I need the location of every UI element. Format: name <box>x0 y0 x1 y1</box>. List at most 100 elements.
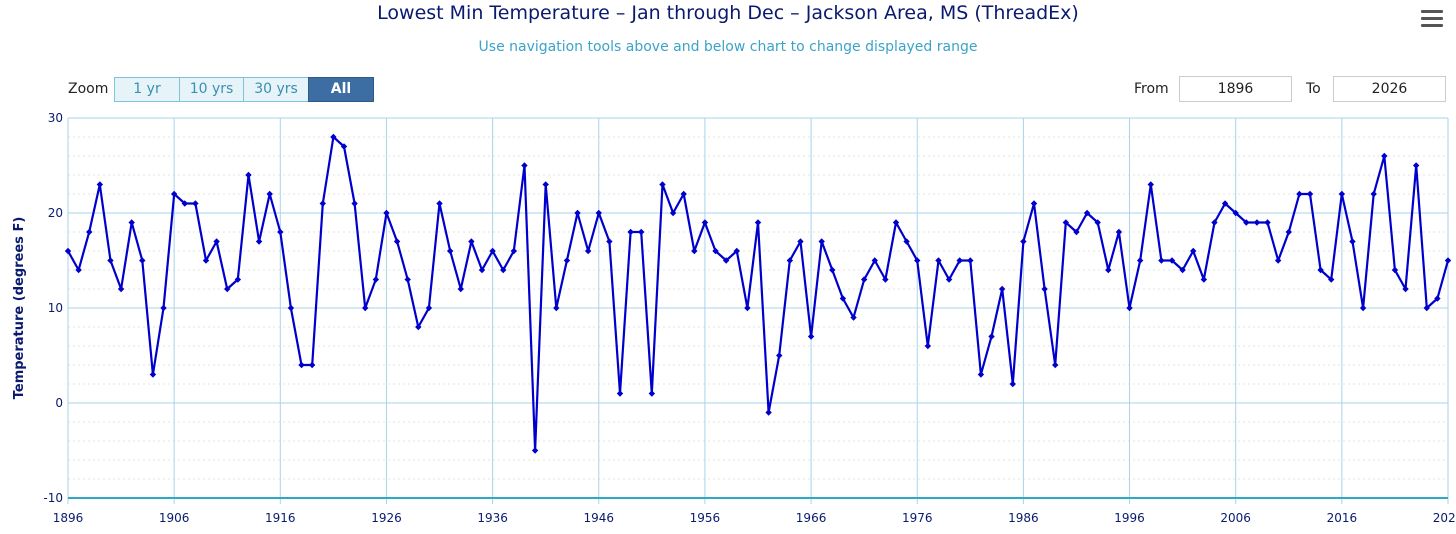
zoom-1yr-button[interactable]: 1 yr <box>114 77 180 102</box>
data-point[interactable] <box>1274 257 1282 264</box>
data-point[interactable] <box>1402 285 1409 293</box>
data-point[interactable] <box>139 257 146 264</box>
data-point[interactable] <box>1306 190 1314 198</box>
data-point[interactable] <box>680 190 687 198</box>
data-point[interactable] <box>404 276 411 283</box>
data-point[interactable] <box>1041 285 1048 293</box>
data-point[interactable] <box>457 285 464 293</box>
hamburger-menu-icon[interactable] <box>1421 10 1443 30</box>
data-point[interactable] <box>1052 361 1059 369</box>
data-point[interactable] <box>383 209 390 217</box>
data-point[interactable] <box>298 361 305 369</box>
data-point[interactable] <box>468 238 475 245</box>
data-point[interactable] <box>277 228 284 236</box>
from-input[interactable]: 1896 <box>1179 76 1292 102</box>
data-point[interactable] <box>860 276 868 283</box>
data-point[interactable] <box>1168 257 1176 264</box>
data-point[interactable] <box>531 447 539 454</box>
data-point[interactable] <box>425 304 433 312</box>
data-point[interactable] <box>1062 219 1070 226</box>
data-point[interactable] <box>1412 162 1420 169</box>
data-point[interactable] <box>998 285 1006 293</box>
data-point[interactable] <box>776 352 783 359</box>
data-point[interactable] <box>393 238 401 245</box>
data-point[interactable] <box>563 257 571 264</box>
data-point[interactable] <box>712 247 719 255</box>
data-point[interactable] <box>1020 238 1027 245</box>
data-point[interactable] <box>882 276 889 283</box>
data-point[interactable] <box>224 285 231 293</box>
zoom-30yrs-button[interactable]: 30 yrs <box>243 77 309 102</box>
data-point[interactable] <box>500 266 507 274</box>
data-point[interactable] <box>1179 266 1186 274</box>
data-point[interactable] <box>977 371 985 378</box>
to-input[interactable]: 2026 <box>1333 76 1446 102</box>
data-point[interactable] <box>1264 219 1271 226</box>
data-point[interactable] <box>192 200 199 207</box>
data-point[interactable] <box>234 276 242 283</box>
data-point[interactable] <box>266 190 273 198</box>
data-point[interactable] <box>1221 200 1229 207</box>
data-point[interactable] <box>892 219 900 226</box>
data-point[interactable] <box>1190 247 1197 255</box>
data-point[interactable] <box>160 304 167 312</box>
data-point[interactable] <box>829 266 836 274</box>
data-point[interactable] <box>733 247 740 255</box>
data-point[interactable] <box>287 304 295 312</box>
data-point[interactable] <box>1391 266 1399 274</box>
data-point[interactable] <box>1253 219 1261 226</box>
data-point[interactable] <box>669 209 677 217</box>
data-point[interactable] <box>319 200 326 207</box>
data-point[interactable] <box>797 238 804 245</box>
data-point[interactable] <box>1126 304 1133 312</box>
data-point[interactable] <box>659 181 666 188</box>
data-point[interactable] <box>1030 200 1038 207</box>
data-point[interactable] <box>924 342 932 350</box>
data-point[interactable] <box>807 333 815 340</box>
data-point[interactable] <box>202 257 210 264</box>
data-point[interactable] <box>850 314 857 321</box>
data-point[interactable] <box>691 247 698 255</box>
data-point[interactable] <box>213 238 220 245</box>
data-point[interactable] <box>1381 152 1388 160</box>
data-point[interactable] <box>701 219 709 226</box>
data-point[interactable] <box>478 266 486 274</box>
data-point[interactable] <box>765 409 772 416</box>
data-point[interactable] <box>117 285 125 293</box>
data-point[interactable] <box>754 219 762 226</box>
data-point[interactable] <box>1423 304 1430 312</box>
data-point[interactable] <box>616 390 624 397</box>
data-point[interactable] <box>181 200 188 207</box>
zoom-10yrs-button[interactable]: 10 yrs <box>179 77 244 102</box>
data-point[interactable] <box>595 209 602 217</box>
data-point[interactable] <box>170 190 178 198</box>
data-point[interactable] <box>308 361 316 369</box>
data-point[interactable] <box>1115 228 1123 236</box>
data-point[interactable] <box>446 247 454 255</box>
data-point[interactable] <box>1328 276 1335 283</box>
data-point[interactable] <box>436 200 443 207</box>
data-point[interactable] <box>1083 209 1091 217</box>
data-point[interactable] <box>914 257 921 264</box>
data-point[interactable] <box>96 181 104 188</box>
data-point[interactable] <box>75 266 82 274</box>
data-point[interactable] <box>255 238 263 245</box>
data-point[interactable] <box>330 133 337 141</box>
data-point[interactable] <box>1349 238 1356 245</box>
data-point[interactable] <box>1009 380 1016 388</box>
data-point[interactable] <box>86 228 93 236</box>
zoom-all-button[interactable]: All <box>308 77 374 102</box>
data-point[interactable] <box>340 143 348 150</box>
data-point[interactable] <box>967 257 974 264</box>
data-point[interactable] <box>744 304 751 312</box>
data-point[interactable] <box>1444 257 1452 264</box>
data-point[interactable] <box>648 390 656 397</box>
data-point[interactable] <box>1200 276 1208 283</box>
data-point[interactable] <box>722 257 730 264</box>
data-point[interactable] <box>786 257 794 264</box>
data-point[interactable] <box>1370 190 1377 198</box>
data-point[interactable] <box>1147 181 1154 188</box>
data-point[interactable] <box>1158 257 1165 264</box>
data-point[interactable] <box>818 238 825 245</box>
data-point[interactable] <box>935 257 942 264</box>
